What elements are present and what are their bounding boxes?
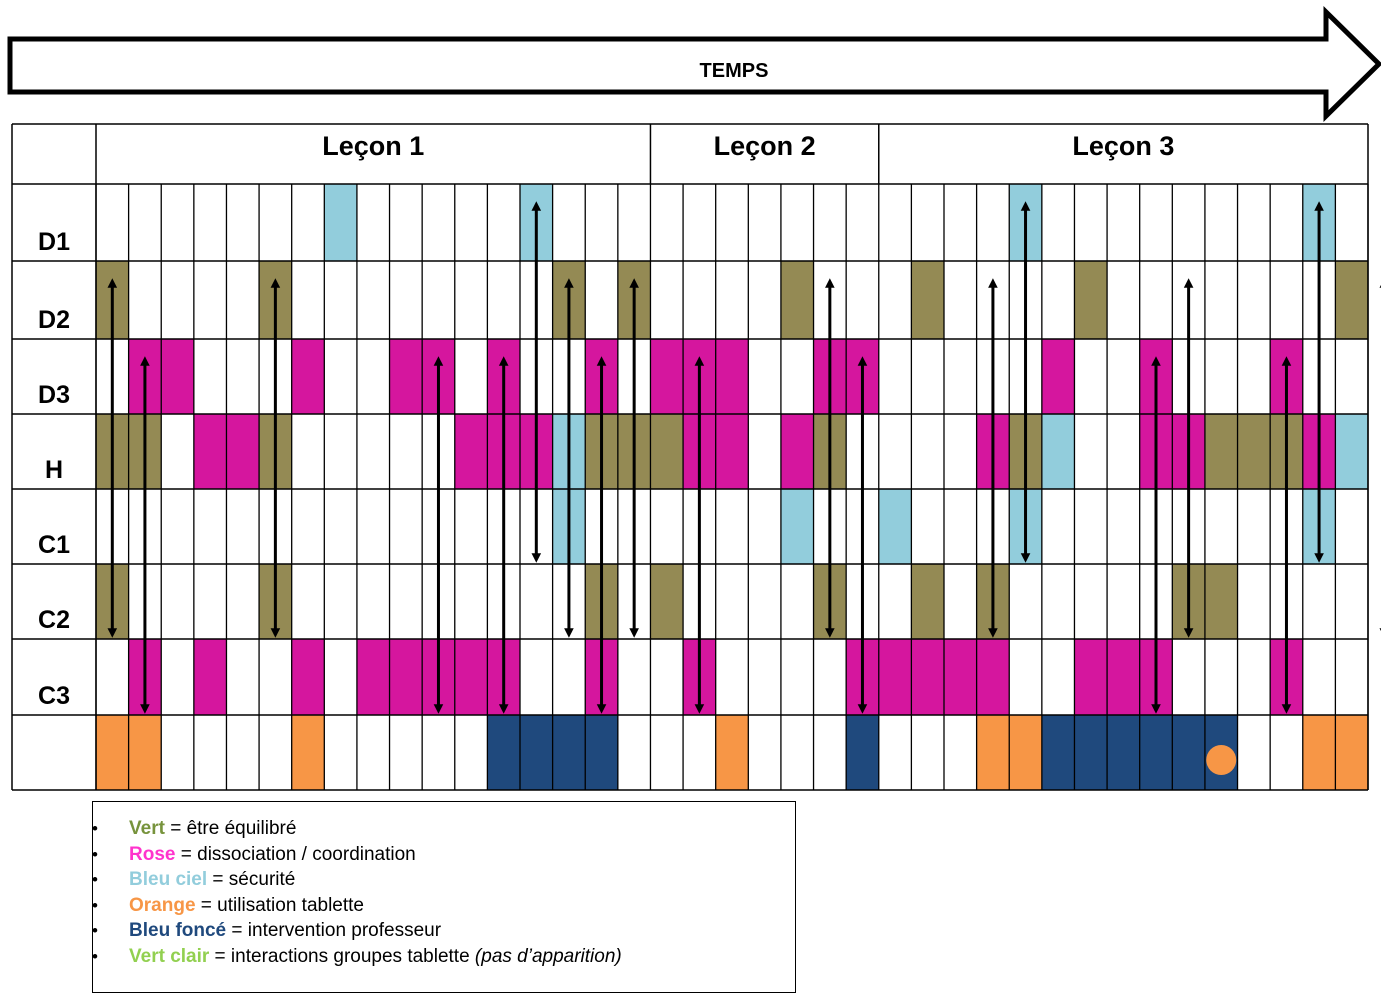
legend-key: Bleu foncé <box>129 920 227 941</box>
legend-item: • Vert = être équilibré <box>92 816 795 842</box>
cell-c3-9 <box>356 639 390 715</box>
cell-d1-8 <box>324 184 357 261</box>
cell-c1-25 <box>878 489 912 564</box>
legend-text: = être équilibré <box>164 818 297 839</box>
bullet-icon: • <box>92 946 98 966</box>
cell-c1-22 <box>780 489 814 564</box>
cell-t-24 <box>846 715 879 790</box>
bullet-icon: • <box>92 870 98 889</box>
cell-h-22 <box>780 414 814 489</box>
cell-t-14 <box>520 715 553 790</box>
cell-t-29 <box>1009 715 1042 790</box>
cell-t-16 <box>585 715 618 790</box>
lesson-header-1: Leçon 1 <box>322 131 424 161</box>
cell-h-12 <box>454 414 488 489</box>
cell-c3-25 <box>878 639 912 715</box>
cell-c3-32 <box>1107 639 1140 715</box>
cell-c2-18 <box>650 564 684 639</box>
cell-d3-30 <box>1041 339 1075 414</box>
cell-t-1 <box>96 715 129 790</box>
cell-h-36 <box>1237 414 1271 489</box>
legend-text: = intervention professeur <box>226 920 442 941</box>
cell-t-39 <box>1335 715 1368 790</box>
legend-key: Vert clair <box>129 945 210 967</box>
cell-h-4 <box>193 414 227 489</box>
time-arrow-label: TEMPS <box>700 60 769 82</box>
cell-t-30 <box>1041 715 1075 790</box>
lesson-header-2: Leçon 2 <box>714 131 816 161</box>
legend-text: = interactions groupes tablette <box>209 945 475 967</box>
cell-t-20 <box>715 715 749 790</box>
legend-key: Vert <box>129 818 165 839</box>
bullet-icon: • <box>92 921 98 940</box>
row-label-d1: D1 <box>38 228 70 256</box>
lesson-header-3: Leçon 3 <box>1072 131 1174 161</box>
cell-d3-3 <box>161 339 194 414</box>
cell-d2-26 <box>911 261 944 339</box>
row-label-d3: D3 <box>38 381 70 409</box>
cell-c3-10 <box>389 639 423 715</box>
cell-t-7 <box>291 715 325 790</box>
cell-t-34 <box>1172 715 1205 790</box>
row-label-h: H <box>45 456 63 484</box>
cell-t-31 <box>1074 715 1108 790</box>
legend-text: = sécurité <box>207 869 296 890</box>
tablet-dot <box>1206 745 1237 775</box>
cell-c3-4 <box>193 639 227 715</box>
cell-d3-20 <box>715 339 749 414</box>
time-arrow-shape <box>7 6 1381 122</box>
cell-t-15 <box>552 715 586 790</box>
cell-h-5 <box>226 414 260 489</box>
row-label-c1: C1 <box>38 531 70 559</box>
cell-t-2 <box>128 715 162 790</box>
cell-t-32 <box>1107 715 1140 790</box>
cell-h-30 <box>1041 414 1075 489</box>
cell-c3-26 <box>911 639 944 715</box>
cell-t-13 <box>487 715 520 790</box>
legend-item: • Rose = dissociation / coordination <box>92 842 795 868</box>
row-label-d2: D2 <box>38 306 70 334</box>
cell-c3-7 <box>291 639 325 715</box>
row-label-c2: C2 <box>38 606 70 634</box>
legend-text: = dissociation / coordination <box>175 843 416 865</box>
cell-d3-18 <box>650 339 684 414</box>
cell-h-39 <box>1335 414 1368 489</box>
cell-d3-7 <box>291 339 325 414</box>
cell-t-33 <box>1139 715 1173 790</box>
cell-h-35 <box>1204 414 1238 489</box>
cell-c3-27 <box>944 639 977 715</box>
legend-item: • Bleu ciel = sécurité <box>92 867 795 893</box>
cell-d2-31 <box>1074 261 1108 339</box>
legend-key: Orange <box>129 894 196 916</box>
legend-key: Bleu ciel <box>129 869 208 890</box>
cell-c3-12 <box>454 639 488 715</box>
bullet-icon: • <box>92 895 98 915</box>
legend-item: • Vert clair = interactions groupes table… <box>92 944 795 970</box>
cell-d2-22 <box>780 261 814 339</box>
legend-text: = utilisation tablette <box>195 894 364 916</box>
cell-t-28 <box>976 715 1010 790</box>
legend-item: • Orange = utilisation tablette <box>92 893 795 919</box>
cell-c2-26 <box>911 564 944 639</box>
legend-key: Rose <box>129 843 176 865</box>
cell-h-20 <box>715 414 749 489</box>
cell-d3-10 <box>389 339 423 414</box>
cell-c3-31 <box>1074 639 1108 715</box>
row-label-c3: C3 <box>38 682 70 710</box>
cell-h-18 <box>650 414 684 489</box>
legend-item: • Bleu foncé = intervention professeur <box>92 918 795 944</box>
cell-d2-39 <box>1335 261 1368 339</box>
legend: • Vert = être équilibré • Rose = dissociati… <box>92 801 796 993</box>
bullet-icon: • <box>92 819 98 838</box>
time-arrow: TEMPS <box>7 6 1381 122</box>
cell-c3-28 <box>976 639 1010 715</box>
legend-note: (pas d’apparition) <box>474 945 622 967</box>
cell-c2-35 <box>1204 564 1238 639</box>
cell-t-38 <box>1302 715 1336 790</box>
bullet-icon: • <box>92 844 98 864</box>
